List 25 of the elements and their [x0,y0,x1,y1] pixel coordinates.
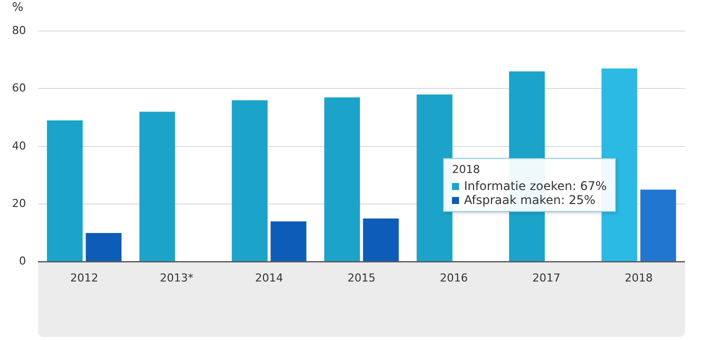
annotation: Informatie zoeken: 67% [464,179,607,193]
x-tick-label: 2017 [532,271,560,284]
y-tick-label: 40 [12,139,26,152]
bar [139,112,176,262]
x-tick-label: 2012 [70,271,98,284]
bar [270,221,306,262]
x-tick-label: 2013* [160,271,194,284]
y-tick-label: 60 [12,82,26,95]
x-tick-label: 2015 [348,271,376,284]
bar [640,190,676,262]
annotation: Afspraak maken: 25% [464,193,596,207]
bar [86,232,122,262]
bar [363,218,399,262]
bar [416,94,452,262]
bar [232,100,268,262]
x-tick-label: 2018 [624,271,653,284]
y-tick-label: 20 [12,196,26,210]
y-tick-label: 80 [12,24,26,37]
annotation: 2018 [452,163,481,176]
y-tick-label: 0 [18,254,26,268]
x-tick-label: 2016 [440,271,468,284]
x-tick-label: 2014 [255,271,284,284]
y-axis-title: % [12,0,24,14]
bar [324,97,360,262]
bar [46,120,83,262]
